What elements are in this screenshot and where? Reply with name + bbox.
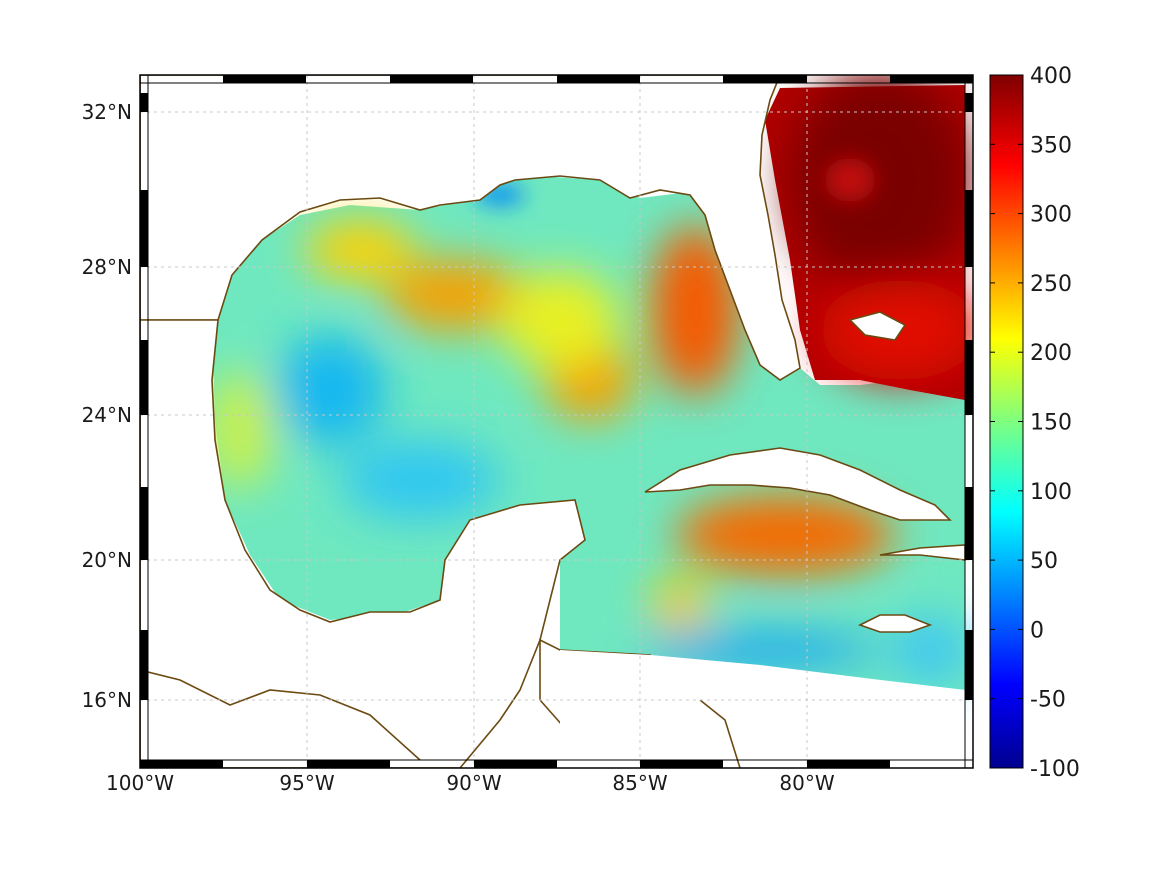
- hotspot-south-cuba: [675, 495, 895, 575]
- colorbar-tick-label: 200: [1030, 341, 1072, 366]
- x-tick-label: 100°W: [106, 771, 174, 795]
- x-tick-label: 90°W: [446, 771, 501, 795]
- warm-caribbean: [650, 580, 710, 630]
- colorbar-tick-label: 400: [1030, 64, 1072, 89]
- colorbar-tick-label: 350: [1030, 133, 1072, 158]
- x-tick-label: 95°W: [279, 771, 334, 795]
- colorbar-tick-label: 250: [1030, 272, 1072, 297]
- land-bahamas: [848, 311, 907, 341]
- y-tick-label: 16°N: [82, 688, 132, 712]
- no-data-south: [560, 650, 965, 768]
- hotspot-atlantic-north: [790, 75, 970, 290]
- colorbar-gradient: [989, 74, 1024, 769]
- colorbar-tick-label: 50: [1030, 549, 1058, 574]
- cool-campeche: [340, 440, 500, 520]
- colorbar-labels: 400 350 300 250 200 150 100 50 0 -50 -100: [990, 64, 1080, 782]
- colorbar-tick-label: 300: [1030, 203, 1072, 228]
- x-tick-label: 85°W: [612, 771, 667, 795]
- hotspot-louisiana: [385, 260, 525, 330]
- cool-west-gulf: [275, 335, 385, 445]
- land-jamaica: [857, 614, 933, 633]
- land-usa: [140, 75, 801, 381]
- colorbar-tick-label: 0: [1030, 618, 1044, 643]
- map-frame: [139, 74, 974, 769]
- y-tick-label: 20°N: [82, 548, 132, 572]
- y-axis-labels: 32°N 28°N 24°N 20°N 16°N: [82, 100, 132, 712]
- y-tick-label: 32°N: [82, 100, 132, 124]
- colorbar-tick-label: -50: [1030, 688, 1066, 713]
- gridlines: [140, 75, 973, 768]
- warm-western-edge: [205, 370, 275, 490]
- x-axis-labels: 100°W 95°W 90°W 85°W 80°W: [106, 771, 835, 795]
- y-tick-label: 24°N: [82, 403, 132, 427]
- land-cuba: [644, 447, 952, 521]
- colorbar: 400 350 300 250 200 150 100 50 0 -50 -100: [989, 64, 1080, 782]
- colorbar-tick-label: 150: [1030, 411, 1072, 436]
- warm-loop: [500, 270, 620, 370]
- y-tick-label: 28°N: [82, 255, 132, 279]
- x-tick-label: 80°W: [779, 771, 834, 795]
- colorbar-tick-label: 100: [1030, 480, 1072, 505]
- data-field: [140, 75, 973, 768]
- colorbar-tick-label: -100: [1030, 757, 1080, 782]
- warm-north-west: [305, 220, 415, 280]
